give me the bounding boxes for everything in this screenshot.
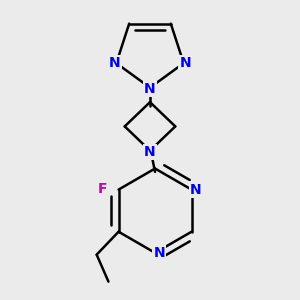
- Text: N: N: [179, 56, 191, 70]
- Text: N: N: [144, 145, 156, 159]
- Text: N: N: [153, 247, 165, 260]
- Text: F: F: [98, 182, 107, 196]
- Text: N: N: [190, 183, 201, 196]
- Text: N: N: [109, 56, 121, 70]
- Text: N: N: [144, 82, 156, 96]
